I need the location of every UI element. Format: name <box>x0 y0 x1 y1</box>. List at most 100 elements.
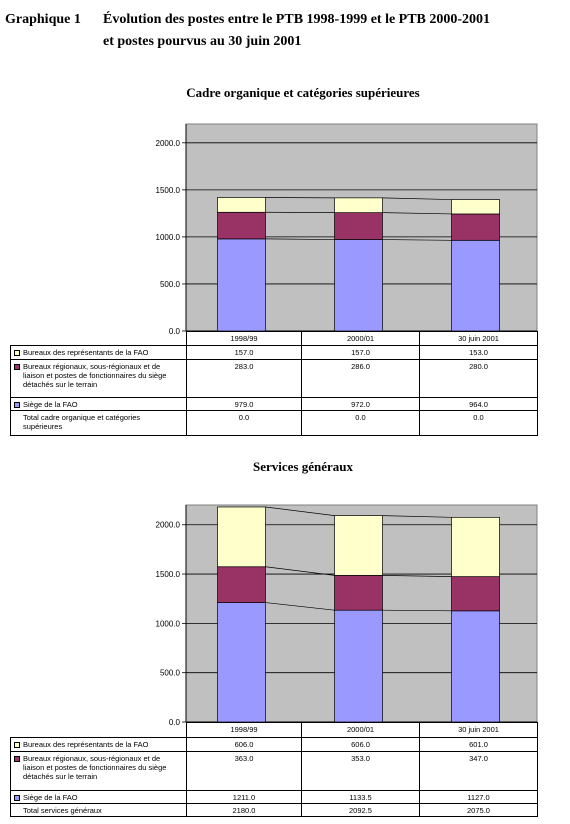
table-total-value: 0.0 <box>301 410 420 436</box>
swatch-spacer <box>14 808 20 814</box>
table-row: Bureaux des représentants de la FAO 606.… <box>10 737 538 752</box>
y-tick-label: 2000.0 <box>156 139 181 148</box>
total-label: Total cadre organique et catégories supé… <box>23 413 141 431</box>
y-tick-label: 500.0 <box>160 280 181 289</box>
row-label-cell: Bureaux régionaux, sous-régionaux et de … <box>10 751 187 791</box>
table-value: 1133.5 <box>301 790 420 804</box>
series-line <box>382 515 452 518</box>
table-value: 1127.0 <box>419 790 538 804</box>
row-label-cell: Siège de la FAO <box>10 397 187 411</box>
table-total-value: 0.0 <box>186 410 302 436</box>
table-total-row: Total services généraux 2180.0 2092.5 20… <box>10 803 538 817</box>
table-total-value: 2180.0 <box>186 803 302 817</box>
table-value: 979.0 <box>186 397 302 411</box>
series-line <box>265 602 335 611</box>
bar-bureaux-regionaux-sous-regio-30-juin-2001 <box>451 576 500 612</box>
series-line <box>265 506 335 516</box>
bar-bureaux-regionaux-sous-regio-2000-01 <box>334 212 383 240</box>
table-value: 606.0 <box>186 737 302 752</box>
bar-siege-de-la-fao-2000-01 <box>334 609 383 723</box>
category-header: 2000/01 <box>301 722 420 738</box>
table-header-row: 1998/99 2000/01 30 juin 2001 <box>10 331 538 346</box>
legend-swatch <box>14 795 20 801</box>
bar-siege-de-la-fao-1998-99 <box>217 602 266 723</box>
legend-swatch <box>14 742 20 748</box>
series-label: Bureaux régionaux, sous-régionaux et de … <box>23 754 167 781</box>
bar-bureaux-regionaux-sous-regio-1998-99 <box>217 211 266 240</box>
table-value: 286.0 <box>301 359 420 398</box>
table-row: Bureaux régionaux, sous-régionaux et de … <box>10 359 538 398</box>
figure-label: Graphique 1 <box>5 12 81 27</box>
data-table: 1998/99 2000/01 30 juin 2001 Bureaux des… <box>10 722 538 817</box>
data-table: 1998/99 2000/01 30 juin 2001 Bureaux des… <box>10 331 538 436</box>
series-label: Bureaux des représentants de la FAO <box>23 740 149 749</box>
figure-title-line-2: et postes pourvus au 30 juin 2001 <box>103 34 302 49</box>
series-label: Siège de la FAO <box>23 793 78 802</box>
series-line <box>265 238 335 240</box>
bar-siege-de-la-fao-2000-01 <box>334 239 383 332</box>
bar-bureaux-regionaux-sous-regio-30-juin-2001 <box>451 213 500 241</box>
bar-bureaux-des-representants-de-1998-99 <box>217 506 266 568</box>
series-line <box>382 212 452 215</box>
swatch-spacer <box>14 415 20 421</box>
legend-swatch <box>14 402 20 408</box>
table-header-row: 1998/99 2000/01 30 juin 2001 <box>10 722 538 738</box>
row-label-cell: Siège de la FAO <box>10 790 187 804</box>
table-row: Siège de la FAO 979.0 972.0 964.0 <box>10 397 538 411</box>
legend-swatch <box>14 364 20 370</box>
table-corner <box>10 331 187 346</box>
bar-bureaux-regionaux-sous-regio-1998-99 <box>217 566 266 603</box>
table-row: Bureaux régionaux, sous-régionaux et de … <box>10 751 538 791</box>
series-line <box>265 566 335 576</box>
bar-bureaux-des-representants-de-30-juin-2001 <box>451 199 500 215</box>
y-tick-label: 1000.0 <box>156 619 181 628</box>
legend-swatch <box>14 756 20 762</box>
bar-siege-de-la-fao-30-juin-2001 <box>451 610 500 723</box>
table-value: 157.0 <box>301 345 420 360</box>
legend-swatch <box>14 350 20 356</box>
series-label: Bureaux régionaux, sous-régionaux et de … <box>23 362 167 389</box>
bar-bureaux-des-representants-de-2000-01 <box>334 197 383 213</box>
table-value: 153.0 <box>419 345 538 360</box>
category-header: 1998/99 <box>186 722 302 738</box>
table-value: 363.0 <box>186 751 302 791</box>
series-line <box>382 239 452 241</box>
table-value: 972.0 <box>301 397 420 411</box>
table-row: Bureaux des représentants de la FAO 157.… <box>10 345 538 360</box>
bar-siege-de-la-fao-30-juin-2001 <box>451 239 500 332</box>
y-tick-label: 2000.0 <box>156 521 181 530</box>
table-value: 1211.0 <box>186 790 302 804</box>
table-row: Siège de la FAO 1211.0 1133.5 1127.0 <box>10 790 538 804</box>
bar-bureaux-des-representants-de-1998-99 <box>217 197 266 213</box>
chart-title: Cadre organique et catégories supérieure… <box>186 85 420 100</box>
table-value: 283.0 <box>186 359 302 398</box>
series-line <box>382 609 452 612</box>
table-value: 353.0 <box>301 751 420 791</box>
y-tick-label: 1500.0 <box>156 570 181 579</box>
table-value: 157.0 <box>186 345 302 360</box>
category-header: 1998/99 <box>186 331 302 346</box>
table-value: 347.0 <box>419 751 538 791</box>
row-label-cell: Bureaux régionaux, sous-régionaux et de … <box>10 359 187 398</box>
row-label-cell: Total cadre organique et catégories supé… <box>10 410 187 436</box>
total-label: Total services généraux <box>23 806 102 815</box>
series-line <box>382 197 452 200</box>
series-line <box>382 575 452 577</box>
row-label-cell: Bureaux des représentants de la FAO <box>10 737 187 752</box>
bar-bureaux-regionaux-sous-regio-2000-01 <box>334 575 383 611</box>
category-header: 2000/01 <box>301 331 420 346</box>
row-label-cell: Bureaux des représentants de la FAO <box>10 345 187 360</box>
table-total-row: Total cadre organique et catégories supé… <box>10 410 538 436</box>
figure-title-line-1: Évolution des postes entre le PTB 1998-1… <box>103 12 491 27</box>
table-corner <box>10 722 187 738</box>
table-total-value: 2075.0 <box>419 803 538 817</box>
chart-title: Services généraux <box>252 459 353 474</box>
table-value: 606.0 <box>301 737 420 752</box>
category-header: 30 juin 2001 <box>419 722 538 738</box>
bar-bureaux-des-representants-de-2000-01 <box>334 515 383 576</box>
y-tick-label: 1000.0 <box>156 233 181 242</box>
table-value: 964.0 <box>419 397 538 411</box>
bar-siege-de-la-fao-1998-99 <box>217 238 266 332</box>
